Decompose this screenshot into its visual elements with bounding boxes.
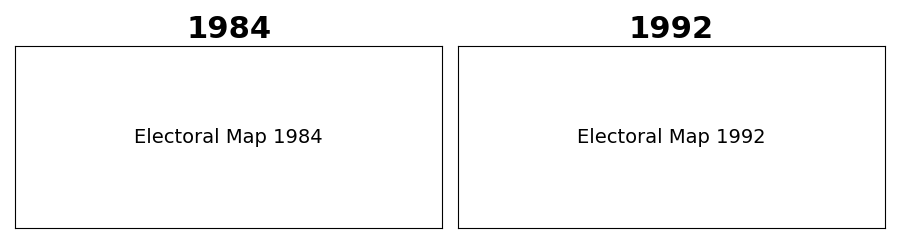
Text: Electoral Map 1992: Electoral Map 1992 <box>577 128 766 147</box>
Title: 1992: 1992 <box>629 15 714 44</box>
Text: Electoral Map 1984: Electoral Map 1984 <box>134 128 323 147</box>
Title: 1984: 1984 <box>186 15 271 44</box>
